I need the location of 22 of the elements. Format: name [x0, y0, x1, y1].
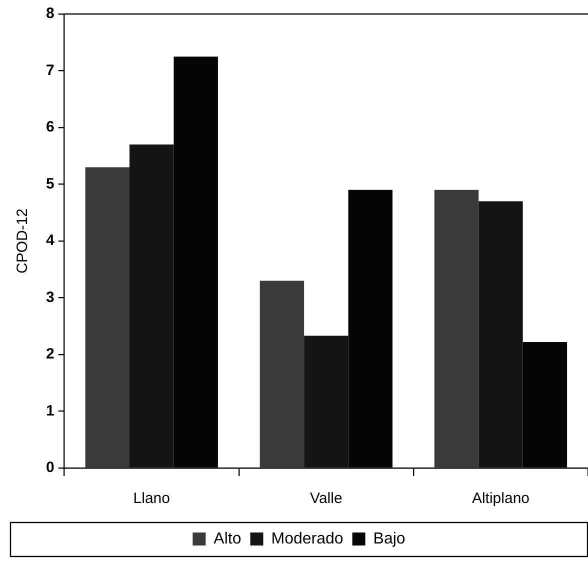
bar: [478, 201, 523, 468]
bar: [130, 144, 174, 468]
y-axis-title: CPOD-12: [14, 208, 32, 274]
legend-label: Moderado: [271, 530, 344, 548]
y-tick-label: 0: [46, 459, 54, 476]
y-tick-label: 7: [46, 62, 54, 79]
y-tick-label: 2: [46, 346, 54, 363]
y-tick-label: 3: [46, 288, 54, 306]
legend-label: Bajo: [373, 530, 406, 548]
bar: [304, 336, 348, 468]
bar: [260, 280, 304, 468]
x-tick-label: Llano: [133, 490, 170, 508]
bar: [434, 190, 479, 468]
bar: [85, 167, 130, 468]
y-tick-label: 1: [46, 402, 54, 420]
x-tick-label: Altiplano: [472, 490, 530, 508]
y-tick-label: 8: [46, 5, 54, 22]
x-tick-label: Valle: [310, 490, 342, 508]
y-tick-label: 5: [46, 175, 54, 192]
y-tick-label: 4: [46, 232, 55, 250]
legend-label: Alto: [214, 530, 242, 548]
y-tick-label: 6: [46, 118, 54, 136]
